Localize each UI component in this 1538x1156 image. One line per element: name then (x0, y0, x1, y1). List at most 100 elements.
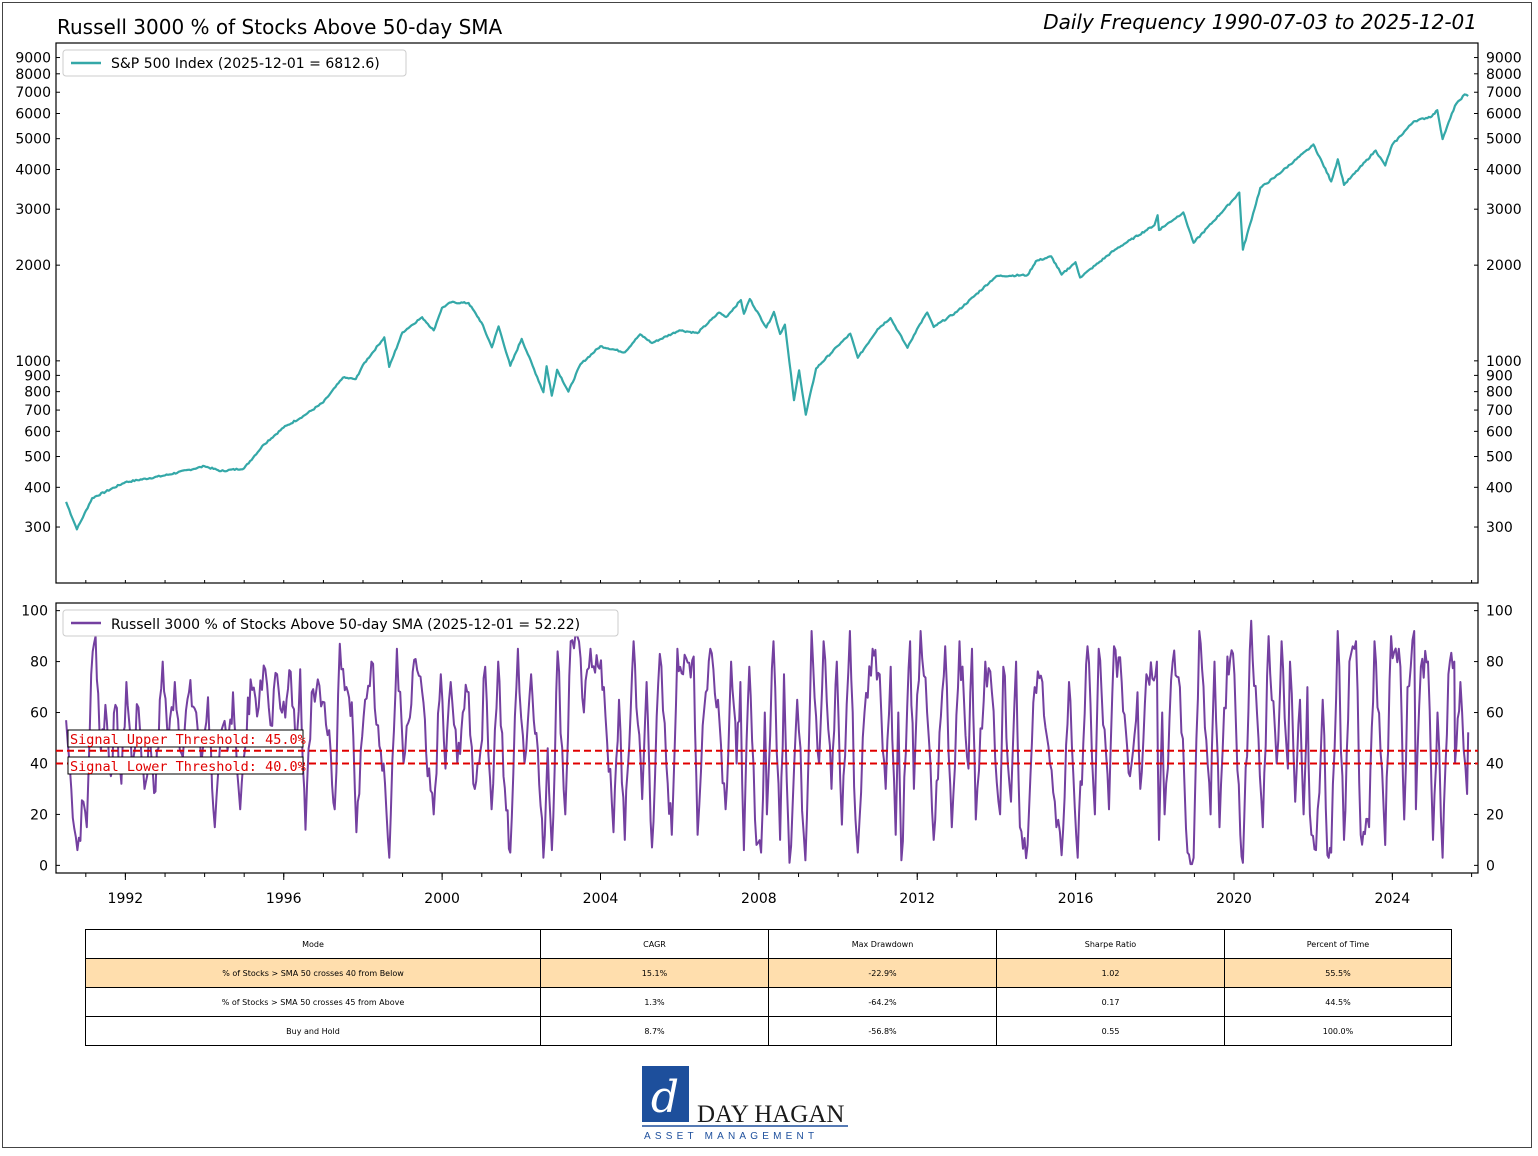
y-tick-label-left: 0 (39, 858, 48, 874)
x-tick-label: 2020 (1216, 891, 1252, 907)
y-tick-label-right: 2000 (1486, 258, 1522, 274)
table-row: Buy and Hold 8.7% -56.8% 0.55 100.0% (85, 1016, 1452, 1046)
y-tick-label-left: 5000 (15, 132, 51, 148)
upper-threshold-text: Signal Upper Threshold: 45.0% (70, 732, 306, 748)
svg-text:d: d (651, 1072, 679, 1123)
table-header-max-drawdown: Max Drawdown (768, 929, 997, 959)
y-tick-label-left: 900 (24, 368, 51, 384)
logo-company-name: DAY HAGAN (697, 1101, 844, 1128)
table-cell: -22.9% (768, 958, 997, 988)
y-tick-label-left: 60 (30, 706, 48, 722)
x-tick-label: 2004 (583, 891, 619, 907)
y-tick-label-right: 5000 (1486, 132, 1522, 148)
y-tick-label-left: 700 (24, 403, 51, 419)
y-tick-label-left: 20 (30, 807, 48, 823)
y-tick-label-right: 100 (1486, 604, 1513, 620)
y-tick-label-right: 800 (1486, 385, 1513, 401)
table-cell: 1.3% (540, 987, 769, 1017)
logo-mark-icon (642, 1066, 689, 1122)
table-row: % of Stocks > SMA 50 crosses 40 from Bel… (85, 958, 1452, 988)
y-tick-label-left: 9000 (15, 51, 51, 67)
y-tick-label-left: 7000 (15, 85, 51, 101)
y-tick-label-right: 900 (1486, 368, 1513, 384)
x-tick-label: 2024 (1375, 891, 1411, 907)
table-cell: 44.5% (1224, 987, 1452, 1017)
y-tick-label-left: 2000 (15, 258, 51, 274)
y-tick-label-right: 9000 (1486, 51, 1522, 67)
y-tick-label-right: 6000 (1486, 107, 1522, 123)
table-cell: 15.1% (540, 958, 769, 988)
chart-subtitle: Daily Frequency 1990-07-03 to 2025-12-01 (1043, 10, 1477, 34)
y-tick-label-left: 8000 (15, 67, 51, 83)
breadth-legend-box (62, 609, 619, 637)
y-tick-label-right: 3000 (1486, 202, 1522, 218)
table-row: % of Stocks > SMA 50 crosses 45 from Abo… (85, 987, 1452, 1017)
y-tick-label-left: 80 (30, 655, 48, 671)
table-cell: Buy and Hold (85, 1016, 541, 1046)
table-header-percent-time: Percent of Time (1224, 929, 1452, 959)
x-tick-label: 2012 (899, 891, 935, 907)
day-hagan-logo: d DAY HAGAN ASSET MANAGEMENT (642, 1066, 848, 1142)
y-tick-label-right: 80 (1486, 655, 1504, 671)
table-cell: 8.7% (540, 1016, 769, 1046)
y-tick-label-left: 300 (24, 520, 51, 536)
x-tick-label: 1996 (266, 891, 302, 907)
y-tick-label-right: 700 (1486, 403, 1513, 419)
y-tick-label-right: 40 (1486, 756, 1504, 772)
table-cell: 0.55 (996, 1016, 1225, 1046)
y-tick-label-right: 8000 (1486, 67, 1522, 83)
y-tick-label-left: 40 (30, 756, 48, 772)
y-tick-label-right: 300 (1486, 520, 1513, 536)
lower-threshold-text: Signal Lower Threshold: 40.0% (70, 759, 306, 775)
breadth-legend-label: Russell 3000 % of Stocks Above 50-day SM… (111, 617, 580, 633)
x-tick-label: 1992 (108, 891, 144, 907)
y-tick-label-left: 800 (24, 385, 51, 401)
y-tick-label-left: 1000 (15, 354, 51, 370)
chart-title: Russell 3000 % of Stocks Above 50-day SM… (57, 15, 503, 39)
y-tick-label-right: 400 (1486, 480, 1513, 496)
y-tick-label-left: 6000 (15, 107, 51, 123)
y-tick-label-right: 4000 (1486, 162, 1522, 178)
performance-table: Mode CAGR Max Drawdown Sharpe Ratio Perc… (85, 929, 1452, 1046)
y-tick-label-left: 4000 (15, 162, 51, 178)
spx-legend-box (62, 49, 407, 77)
breadth-legend: Russell 3000 % of Stocks Above 50-day SM… (62, 609, 619, 637)
x-tick-label: 2008 (741, 891, 777, 907)
table-header-mode: Mode (85, 929, 541, 959)
y-tick-label-left: 500 (24, 450, 51, 466)
y-tick-label-right: 600 (1486, 424, 1513, 440)
spx-series-line (65, 93, 1469, 531)
table-header-sharpe: Sharpe Ratio (996, 929, 1225, 959)
logo-tagline: ASSET MANAGEMENT (644, 1131, 818, 1142)
spx-legend-label: S&P 500 Index (2025-12-01 = 6812.6) (111, 56, 380, 72)
lower-threshold-box (67, 756, 304, 775)
table-cell: 1.02 (996, 958, 1225, 988)
y-tick-label-right: 1000 (1486, 354, 1522, 370)
table-cell: % of Stocks > SMA 50 crosses 40 from Bel… (85, 958, 541, 988)
spx-legend: S&P 500 Index (2025-12-01 = 6812.6) (62, 49, 407, 77)
x-tick-label: 2000 (424, 891, 460, 907)
table-cell: -64.2% (768, 987, 997, 1017)
table-header-cagr: CAGR (540, 929, 769, 959)
table-cell: -56.8% (768, 1016, 997, 1046)
y-tick-label-right: 500 (1486, 450, 1513, 466)
x-tick-label: 2016 (1058, 891, 1094, 907)
breadth-axes-frame (55, 602, 1479, 874)
y-tick-label-right: 60 (1486, 706, 1504, 722)
table-cell: % of Stocks > SMA 50 crosses 45 from Abo… (85, 987, 541, 1017)
table-cell: 100.0% (1224, 1016, 1452, 1046)
y-tick-label-right: 7000 (1486, 85, 1522, 101)
y-tick-label-right: 0 (1486, 858, 1495, 874)
y-tick-label-left: 100 (21, 604, 48, 620)
upper-threshold-label: Signal Upper Threshold: 45.0% (67, 729, 306, 748)
table-header-row: Mode CAGR Max Drawdown Sharpe Ratio Perc… (85, 929, 1452, 959)
upper-threshold-box (67, 729, 304, 748)
table-cell: 55.5% (1224, 958, 1452, 988)
y-tick-label-left: 600 (24, 424, 51, 440)
y-tick-label-right: 20 (1486, 807, 1504, 823)
